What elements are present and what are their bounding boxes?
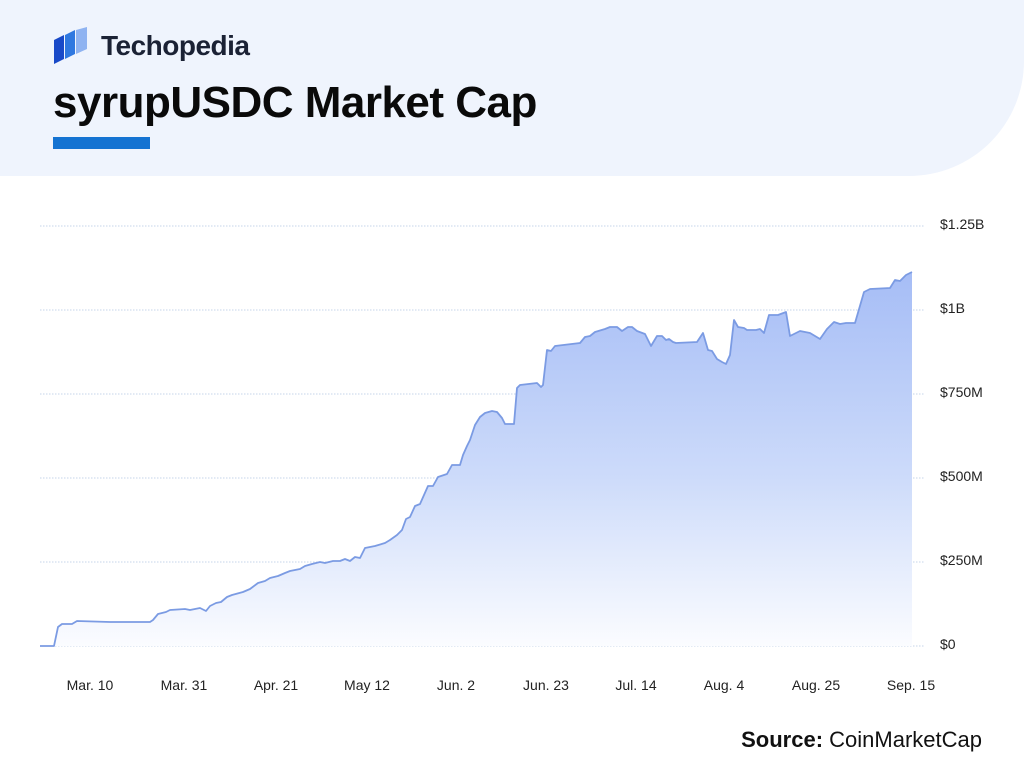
source-label: Source: — [741, 727, 824, 752]
title-underline — [53, 137, 150, 149]
brand-name: Techopedia — [101, 30, 250, 61]
x-tick-label: Aug. 25 — [791, 677, 841, 693]
header-panel: Techopedia syrupUSDC Market Cap — [0, 0, 1024, 176]
x-tick-label: Mar. 31 — [160, 677, 208, 693]
x-tick-label: Sep. 15 — [886, 677, 936, 693]
x-tick-label: Jun. 2 — [436, 677, 476, 693]
x-tick-label: Apr. 21 — [253, 677, 299, 693]
source-note: Source: CoinMarketCap — [741, 727, 982, 753]
y-tick-label: $0 — [940, 636, 956, 652]
page-title: syrupUSDC Market Cap — [53, 78, 537, 127]
x-tick-label: Jun. 23 — [523, 677, 569, 693]
x-tick-label: Aug. 4 — [703, 677, 745, 693]
source-value: CoinMarketCap — [829, 727, 982, 752]
x-tick-label: May 12 — [344, 677, 390, 693]
brand-logo: Techopedia — [52, 27, 250, 65]
y-tick-label: $1.25B — [940, 216, 985, 232]
data-line — [40, 271, 913, 647]
y-tick-label: $500M — [940, 468, 983, 484]
y-tick-label: $1B — [940, 300, 965, 316]
x-tick-label: Mar. 10 — [66, 677, 114, 693]
y-tick-label: $750M — [940, 384, 983, 400]
x-tick-label: Jul. 14 — [615, 677, 657, 693]
y-tick-label: $250M — [940, 552, 983, 568]
techopedia-logo-icon — [54, 27, 87, 64]
area-fill — [40, 272, 912, 646]
